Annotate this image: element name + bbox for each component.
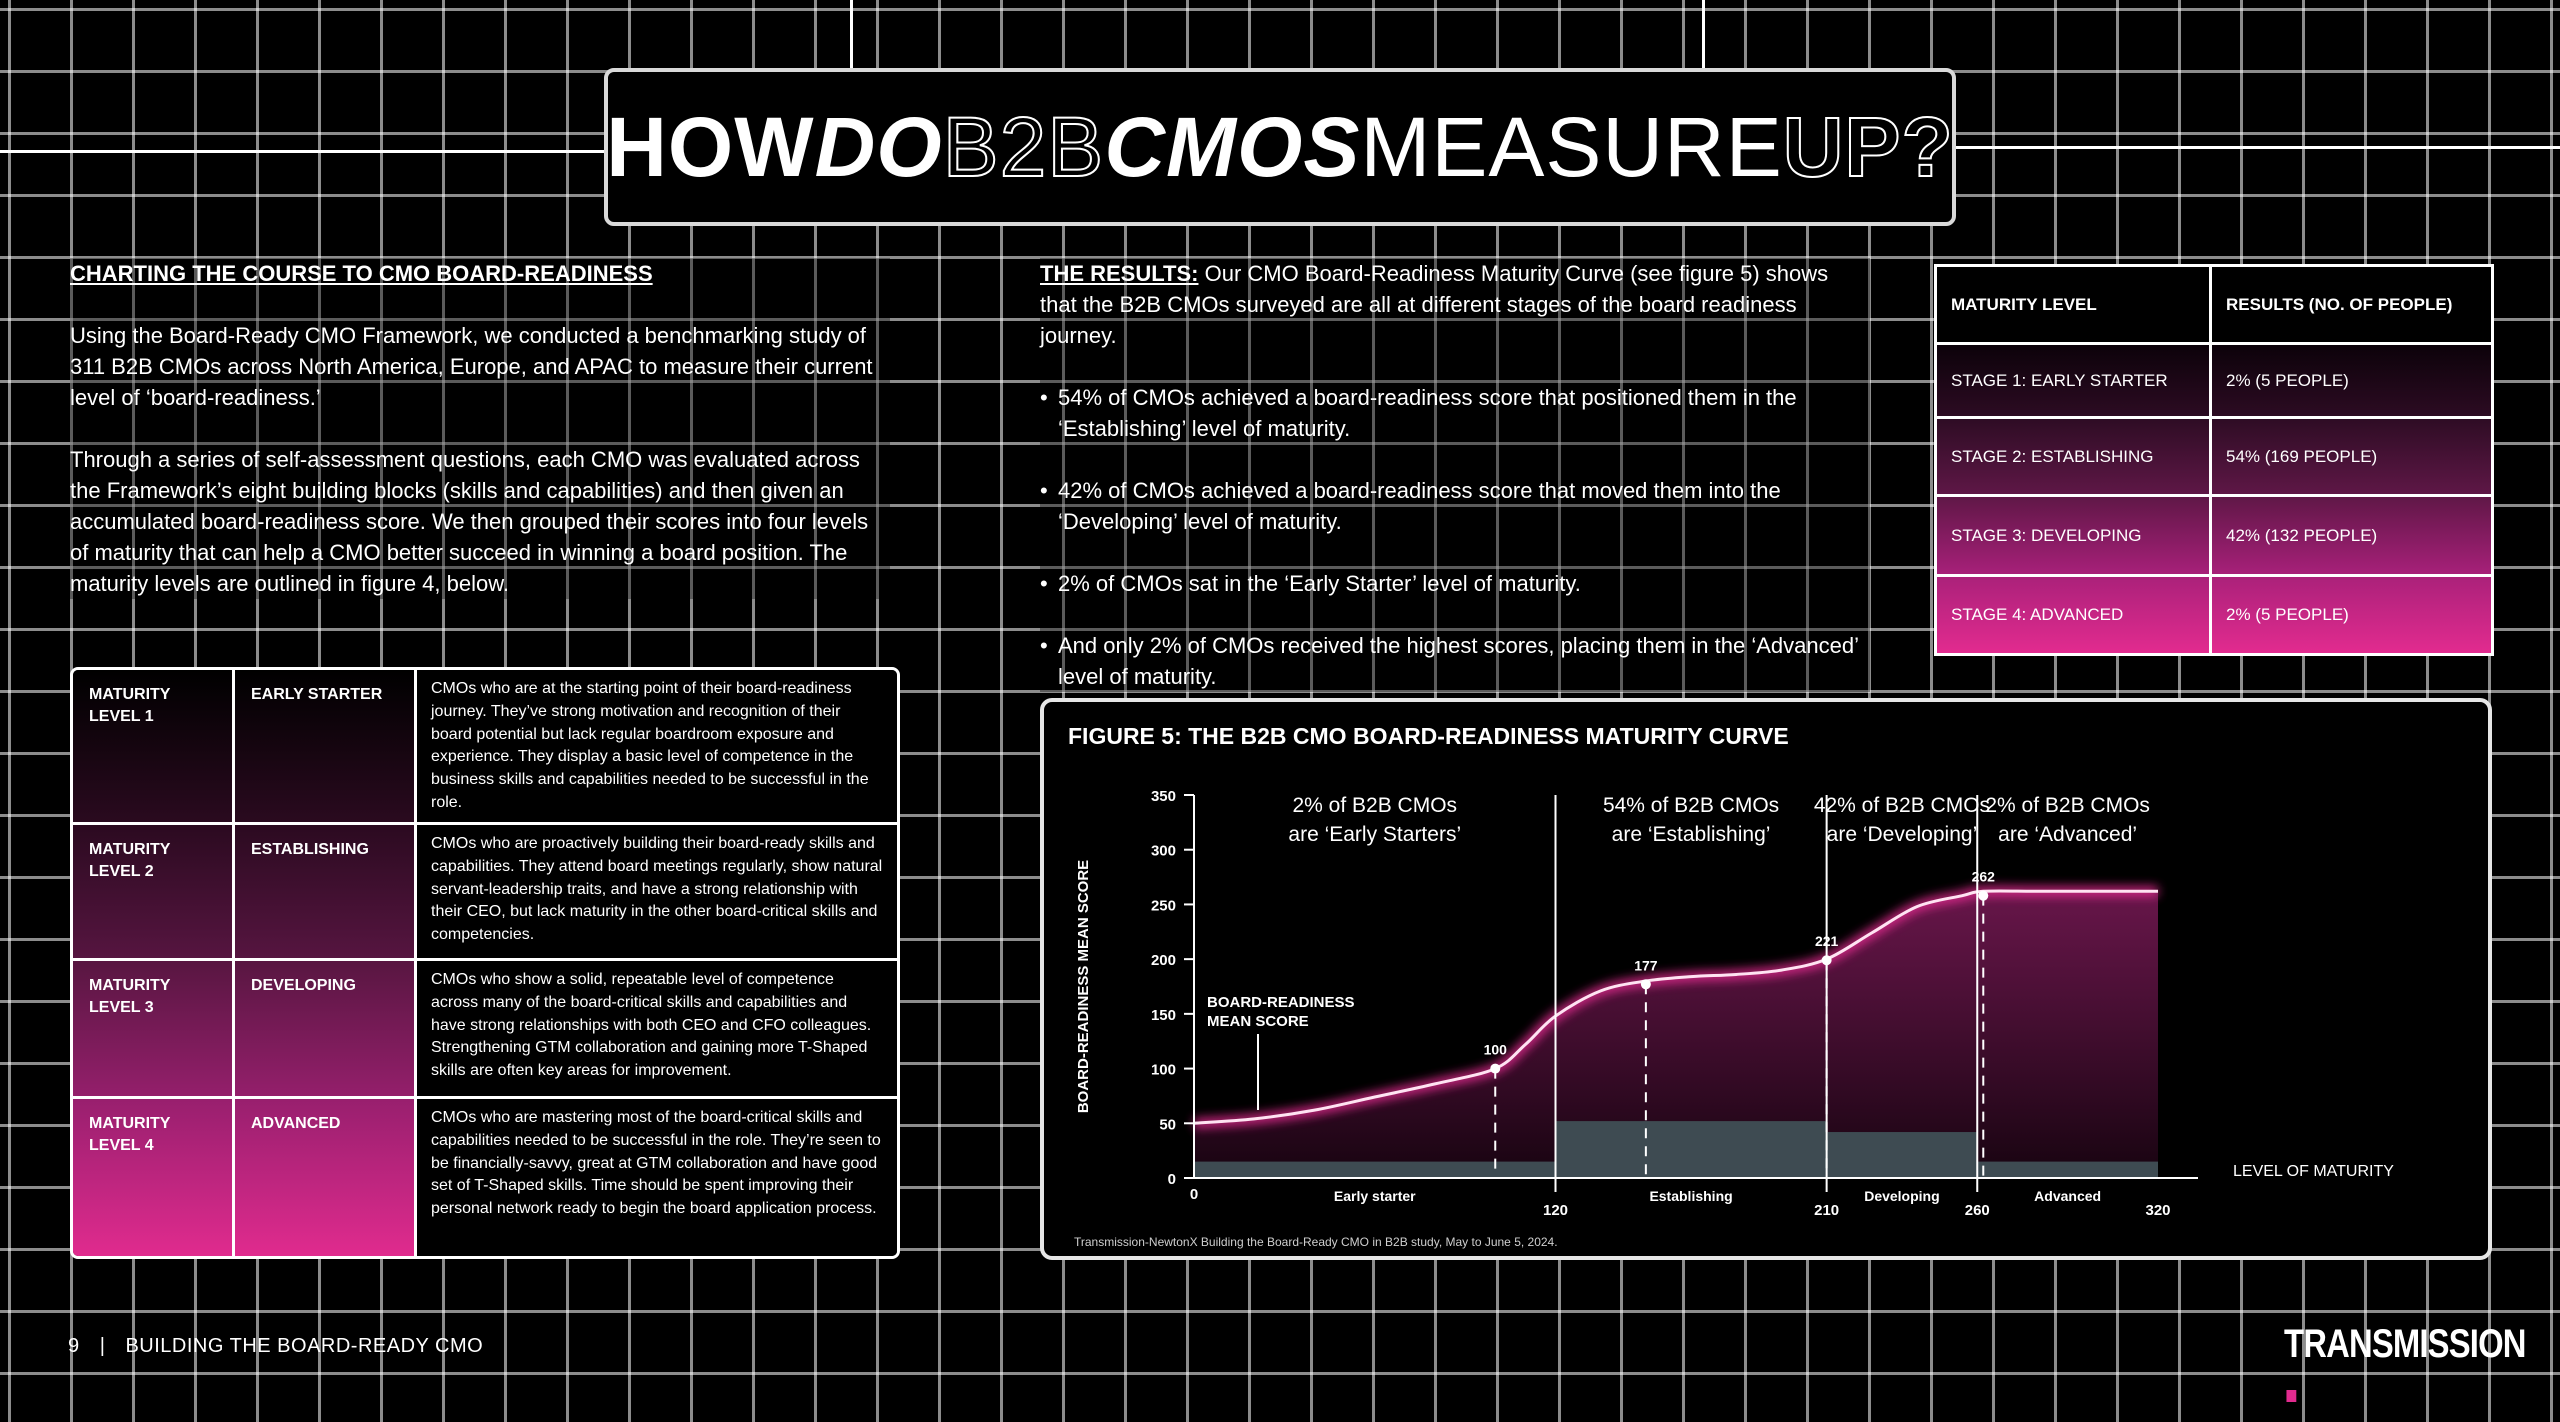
marker-point xyxy=(1821,955,1832,966)
x-tick-label: 0 xyxy=(1190,1186,1198,1203)
maturity-level-name: ADVANCED xyxy=(235,1099,417,1256)
results-bullet: • 54% of CMOs achieved a board-readiness … xyxy=(1040,385,1797,441)
x-tick-label: 120 xyxy=(1543,1202,1568,1219)
stage-note-line2: are ‘Developing’ xyxy=(1827,823,1978,846)
maturity-level-description: CMOs who are proactively building their … xyxy=(417,825,897,961)
maturity-levels-table: MATURITY LEVEL 1 EARLY STARTER CMOs who … xyxy=(70,667,900,1259)
stage-bar xyxy=(1555,1121,1827,1178)
document-title: BUILDING THE BOARD-READY CMO xyxy=(125,1335,484,1357)
maturity-level-label: MATURITY LEVEL 1 xyxy=(73,670,235,825)
title-word-how: HOW xyxy=(606,99,815,194)
marker-label: 100 xyxy=(1484,1042,1508,1058)
curve-annotation-line1: BOARD-READINESS xyxy=(1207,994,1355,1011)
y-axis-label: BOARD-READINESS MEAN SCORE xyxy=(1075,860,1092,1113)
title-word-measure: MEASURE xyxy=(1360,99,1783,194)
results-table: MATURITY LEVEL RESULTS (NO. OF PEOPLE) S… xyxy=(1934,264,2494,656)
page-number: 9 xyxy=(68,1335,80,1357)
y-tick-label: 300 xyxy=(1151,843,1176,860)
maturity-level-description: CMOs who show a solid, repeatable level … xyxy=(417,961,897,1099)
results-table-cell: STAGE 4: ADVANCED xyxy=(1937,577,2212,653)
stage-note-line2: are ‘Establishing’ xyxy=(1612,823,1771,846)
marker-label: 262 xyxy=(1972,869,1996,885)
maturity-level-label: MATURITY LEVEL 4 xyxy=(73,1099,235,1256)
y-tick-label: 0 xyxy=(1168,1171,1176,1188)
intro-section: CHARTING THE COURSE TO CMO BOARD-READINE… xyxy=(70,258,890,599)
results-bullet: • 42% of CMOs achieved a board-readiness … xyxy=(1040,478,1781,534)
stage-label: Establishing xyxy=(1649,1188,1732,1204)
chart-title: FIGURE 5: THE B2B CMO BOARD-READINESS MA… xyxy=(1068,723,1789,749)
title-word-do: DO xyxy=(814,99,943,194)
results-bullet: • And only 2% of CMOs received the highes… xyxy=(1040,633,1859,689)
x-tick-label: 210 xyxy=(1814,1202,1839,1219)
stage-note-line1: 2% of B2B CMOs xyxy=(1292,794,1457,817)
marker-point xyxy=(1978,890,1989,901)
results-bullet: • 2% of CMOs sat in the ‘Early Starter’ l… xyxy=(1040,571,1581,596)
stage-bar xyxy=(1977,1161,2158,1178)
results-table-cell: 54% (169 PEOPLE) xyxy=(2212,419,2491,497)
results-table-header: RESULTS (NO. OF PEOPLE) xyxy=(2212,267,2491,345)
y-tick-label: 50 xyxy=(1159,1116,1176,1133)
marker-point xyxy=(1640,979,1651,990)
stage-note-line1: 54% of B2B CMOs xyxy=(1603,794,1779,817)
stage-note-line1: 42% of B2B CMOs xyxy=(1814,794,1990,817)
results-label: THE RESULTS: xyxy=(1040,261,1199,286)
results-table-cell: STAGE 2: ESTABLISHING xyxy=(1937,419,2212,497)
maturity-curve-chart: FIGURE 5: THE B2B CMO BOARD-READINESS MA… xyxy=(1040,698,2492,1260)
chart-source: Transmission-NewtonX Building the Board-… xyxy=(1074,1235,1558,1249)
y-tick-label: 100 xyxy=(1151,1062,1176,1079)
curve-line xyxy=(1193,889,2158,1125)
maturity-level-label: MATURITY LEVEL 3 xyxy=(73,961,235,1099)
x-tick-label: 260 xyxy=(1965,1202,1990,1219)
stage-note-line1: 2% of B2B CMOs xyxy=(1985,794,2150,817)
results-intro: Our CMO Board-Readiness Maturity Curve (… xyxy=(1040,261,1829,348)
stage-bar xyxy=(1826,1132,1978,1178)
intro-paragraph-2: Through a series of self-assessment ques… xyxy=(70,447,869,596)
title-word-up: UP? xyxy=(1782,99,1954,195)
footer: 9 | BUILDING THE BOARD-READY CMO xyxy=(68,1335,483,1358)
logo-dot-icon xyxy=(2286,1390,2297,1402)
page-title: HOW DO B2B CMOS MEASURE UP? xyxy=(604,68,1956,226)
footer-separator: | xyxy=(99,1335,106,1357)
marker-label: 221 xyxy=(1815,933,1839,949)
title-word-cmos: CMOS xyxy=(1104,99,1361,194)
title-connector-left xyxy=(0,150,604,153)
results-table-cell: 42% (132 PEOPLE) xyxy=(2212,497,2491,577)
maturity-level-description: CMOs who are at the starting point of th… xyxy=(417,670,897,825)
results-table-cell: 2% (5 PEOPLE) xyxy=(2212,345,2491,419)
title-connector-top-a xyxy=(850,0,853,68)
title-word-b2b: B2B xyxy=(942,99,1105,195)
marker-label: 177 xyxy=(1634,957,1658,973)
brand-logo: TRANSMISSION xyxy=(2284,1322,2526,1412)
maturity-level-name: ESTABLISHING xyxy=(235,825,417,961)
maturity-level-label: MATURITY LEVEL 2 xyxy=(73,825,235,961)
stage-bar xyxy=(1194,1161,1556,1178)
maturity-level-name: DEVELOPING xyxy=(235,961,417,1099)
title-connector-right xyxy=(1956,146,2560,149)
results-table-cell: STAGE 3: DEVELOPING xyxy=(1937,497,2212,577)
y-tick-label: 200 xyxy=(1151,952,1176,969)
title-connector-top-b xyxy=(1702,0,1705,68)
results-table-cell: 2% (5 PEOPLE) xyxy=(2212,577,2491,653)
y-tick-label: 350 xyxy=(1151,788,1176,805)
curve-annotation-line2: MEAN SCORE xyxy=(1207,1013,1309,1030)
y-tick-label: 250 xyxy=(1151,897,1176,914)
intro-paragraph-1: Using the Board-Ready CMO Framework, we … xyxy=(70,323,873,410)
chart-canvas: FIGURE 5: THE B2B CMO BOARD-READINESS MA… xyxy=(1068,723,2394,1249)
stage-label: Early starter xyxy=(1334,1188,1416,1204)
stage-label: Developing xyxy=(1864,1188,1939,1204)
x-axis-label: LEVEL OF MATURITY xyxy=(2233,1163,2394,1180)
intro-heading: CHARTING THE COURSE TO CMO BOARD-READINE… xyxy=(70,261,653,286)
results-table-header: MATURITY LEVEL xyxy=(1937,267,2212,345)
stage-note-line2: are ‘Early Starters’ xyxy=(1288,823,1461,846)
stage-note-line2: are ‘Advanced’ xyxy=(1998,823,2137,846)
stage-label: Advanced xyxy=(2034,1188,2101,1204)
curve-area xyxy=(1194,890,2158,1178)
marker-point xyxy=(1490,1063,1501,1074)
maturity-level-name: EARLY STARTER xyxy=(235,670,417,825)
maturity-level-description: CMOs who are mastering most of the board… xyxy=(417,1099,897,1256)
x-tick-label: 320 xyxy=(2145,1202,2170,1219)
results-section: THE RESULTS: Our CMO Board-Readiness Mat… xyxy=(1040,258,1870,692)
y-tick-label: 150 xyxy=(1151,1007,1176,1024)
results-table-cell: STAGE 1: EARLY STARTER xyxy=(1937,345,2212,419)
